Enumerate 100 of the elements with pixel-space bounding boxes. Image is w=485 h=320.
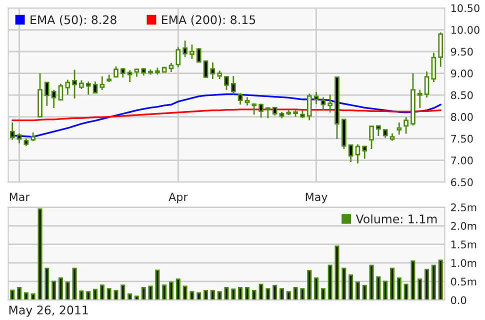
bar [148, 286, 153, 300]
y-tick-label: 1.0m [451, 259, 476, 267]
bar [162, 284, 167, 300]
bar [30, 293, 36, 300]
bar [38, 208, 42, 300]
bar [293, 287, 298, 300]
bar [176, 278, 180, 300]
candlestick [348, 144, 354, 163]
legend-label: Volume: 1.1m [356, 214, 437, 224]
candlestick [424, 70, 430, 98]
bar [196, 292, 202, 300]
y-tick-label: 7.00 [451, 156, 473, 164]
candlestick [362, 146, 368, 160]
y-tick-label: 10.00 [451, 26, 480, 34]
candlestick [51, 89, 56, 109]
candlestick [369, 125, 374, 150]
candlestick [190, 44, 194, 60]
candlestick [238, 92, 243, 106]
bar [217, 291, 222, 300]
bar [120, 284, 126, 300]
bar [258, 284, 264, 300]
candlestick [224, 76, 229, 91]
candlestick [86, 80, 91, 96]
bar [252, 290, 256, 300]
legend-label: EMA (50): 8.28 [30, 15, 116, 26]
bar [320, 288, 326, 300]
candlestick [266, 106, 270, 119]
bar [17, 287, 22, 300]
y-tick-label: 8.50 [451, 91, 473, 100]
candlestick [72, 69, 77, 100]
bar [168, 281, 174, 300]
y-tick-label: 0.5m [450, 278, 476, 286]
y-tick-label: 8.00 [451, 113, 473, 121]
bar [286, 291, 291, 300]
candlestick [92, 80, 98, 94]
bar [272, 284, 278, 300]
candlestick [16, 132, 22, 144]
candlestick [168, 62, 174, 73]
y-tick-label: 2.5m [451, 203, 476, 212]
candlestick [182, 40, 188, 58]
bar [431, 264, 436, 300]
candlestick [65, 79, 70, 96]
candlestick [328, 94, 333, 114]
candlestick [127, 70, 132, 83]
bar [93, 288, 98, 300]
bar [328, 264, 332, 300]
bar [438, 260, 443, 300]
candlestick [355, 144, 360, 164]
bar [383, 280, 388, 300]
bar [141, 287, 146, 300]
candlestick [306, 93, 312, 121]
bar [24, 292, 28, 300]
bar [314, 277, 319, 300]
bar [424, 268, 430, 300]
bar [44, 268, 50, 300]
bar [100, 284, 104, 300]
y-tick-label: 1.5m [451, 240, 476, 248]
candlestick [203, 60, 208, 78]
bar [204, 290, 208, 300]
y-tick-label: 0.0 [450, 296, 466, 304]
bar [390, 268, 395, 300]
bar [404, 284, 408, 300]
candlestick [396, 122, 402, 136]
bar [182, 286, 188, 300]
bar [231, 288, 236, 300]
bar [106, 288, 112, 300]
candlestick [10, 122, 15, 141]
bar [418, 278, 422, 300]
bar [300, 288, 305, 300]
bar [134, 296, 139, 300]
candlestick [120, 67, 126, 78]
bar [190, 291, 194, 300]
bar [10, 290, 15, 300]
bar [155, 270, 160, 300]
candlestick [196, 47, 202, 63]
y-tick-label: 7.50 [451, 134, 473, 143]
candlestick [210, 62, 216, 80]
candlestick [431, 52, 436, 83]
bar [86, 291, 91, 300]
bar [52, 280, 56, 300]
y-tick-label: 2.0m [451, 222, 476, 230]
bar [72, 268, 77, 300]
candlestick [258, 103, 264, 118]
bar [244, 287, 250, 300]
bar [238, 287, 243, 300]
legend-label: EMA (200): 8.15 [162, 15, 256, 26]
bar [396, 277, 402, 300]
x-tick-label: May [306, 192, 328, 204]
candlestick [320, 96, 326, 111]
candlestick [417, 89, 422, 109]
bar [410, 260, 416, 300]
bar [369, 264, 374, 300]
bar [362, 284, 367, 300]
bar [348, 274, 354, 300]
bar [280, 288, 284, 300]
bar [376, 276, 381, 300]
bar [58, 277, 63, 300]
bar [355, 281, 360, 300]
y-tick-label: 10.50 [451, 4, 480, 12]
bar [342, 268, 346, 300]
